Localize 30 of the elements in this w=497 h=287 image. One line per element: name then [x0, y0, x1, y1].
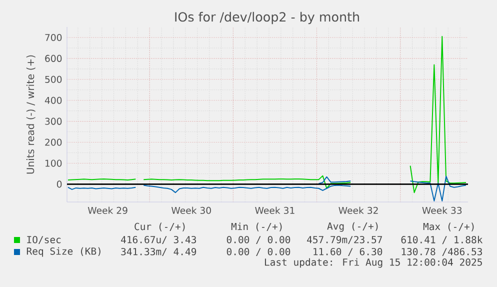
x-tick-label: Week 29	[88, 206, 128, 214]
x-tick-label: Week 32	[338, 206, 378, 214]
text: 11.60 / 6.30	[314, 248, 382, 256]
text: Cur (-/+)	[134, 222, 185, 232]
legend-label: Req Size (KB)	[26, 247, 100, 257]
y-axis-title: Units read (-) / write (+)	[26, 55, 36, 174]
chart-title: IOs for /dev/loop2 - by month	[175, 12, 359, 24]
text: 0.00 / 0.00	[226, 236, 290, 244]
y-tick-label: 500	[45, 76, 62, 83]
text: 457.79m/23.57	[307, 236, 382, 244]
text: Min (-/+)	[231, 222, 282, 232]
text: 0.00 / 0.00	[226, 248, 290, 256]
x-tick-label: Week 33	[422, 206, 462, 214]
y-tick-label: 400	[44, 96, 62, 104]
y-tick-label: 600	[45, 54, 62, 62]
legend-label: IO/sec	[27, 236, 61, 244]
text: Max (-/+)	[423, 222, 474, 232]
text: Avg (-/+)	[327, 222, 378, 232]
y-tick-label: 100	[46, 160, 62, 167]
text: 610.41 / 1.88k	[401, 236, 483, 244]
x-tick-label: Week 30	[171, 206, 211, 214]
y-tick-label: 0	[56, 180, 62, 188]
y-tick-label: 200	[45, 138, 62, 146]
text: 416.67u/ 3.43	[121, 236, 196, 244]
text: 341.33m/ 4.49	[121, 248, 196, 256]
text: 130.78 /486.53	[402, 248, 482, 256]
y-tick-label: 300	[45, 118, 62, 125]
text: Last update: Fri Aug 15 12:00:04 2025	[264, 258, 482, 268]
x-tick-label: Week 31	[255, 206, 294, 214]
y-tick-label: 700	[45, 34, 62, 42]
